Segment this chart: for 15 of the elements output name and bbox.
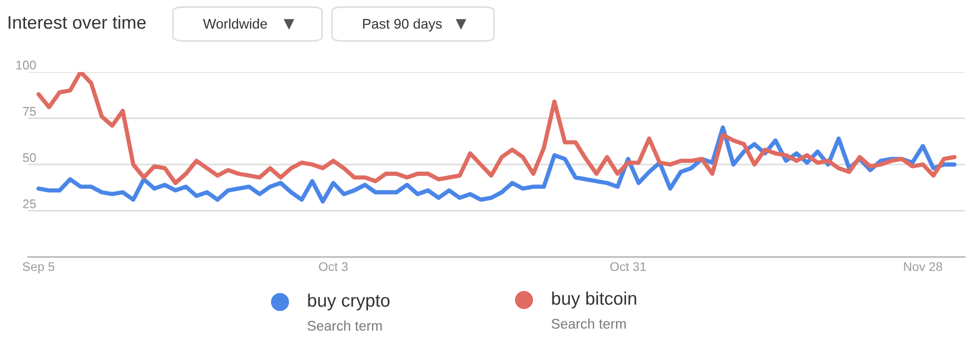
legend-label: buy crypto (308, 294, 390, 310)
text: Search term (552, 318, 626, 329)
chart-title: Interest over time (8, 16, 146, 29)
x-tick-label: Oct 3 (318, 262, 348, 272)
x-tick-label: Oct 31 (610, 262, 646, 272)
text: Search term (308, 320, 382, 331)
text: Past 90 days (363, 18, 442, 32)
y-tick-label: 50 (22, 153, 36, 162)
y-tick-label: 25 (23, 199, 36, 208)
x-tick-label: Nov 28 (904, 262, 942, 272)
text: Worldwide (203, 18, 267, 29)
y-tick-label: 75 (23, 107, 36, 116)
legend-label: buy bitcoin (552, 292, 636, 308)
x-tick-label: Sep 5 (22, 262, 54, 274)
y-tick-label: 100 (16, 60, 36, 70)
